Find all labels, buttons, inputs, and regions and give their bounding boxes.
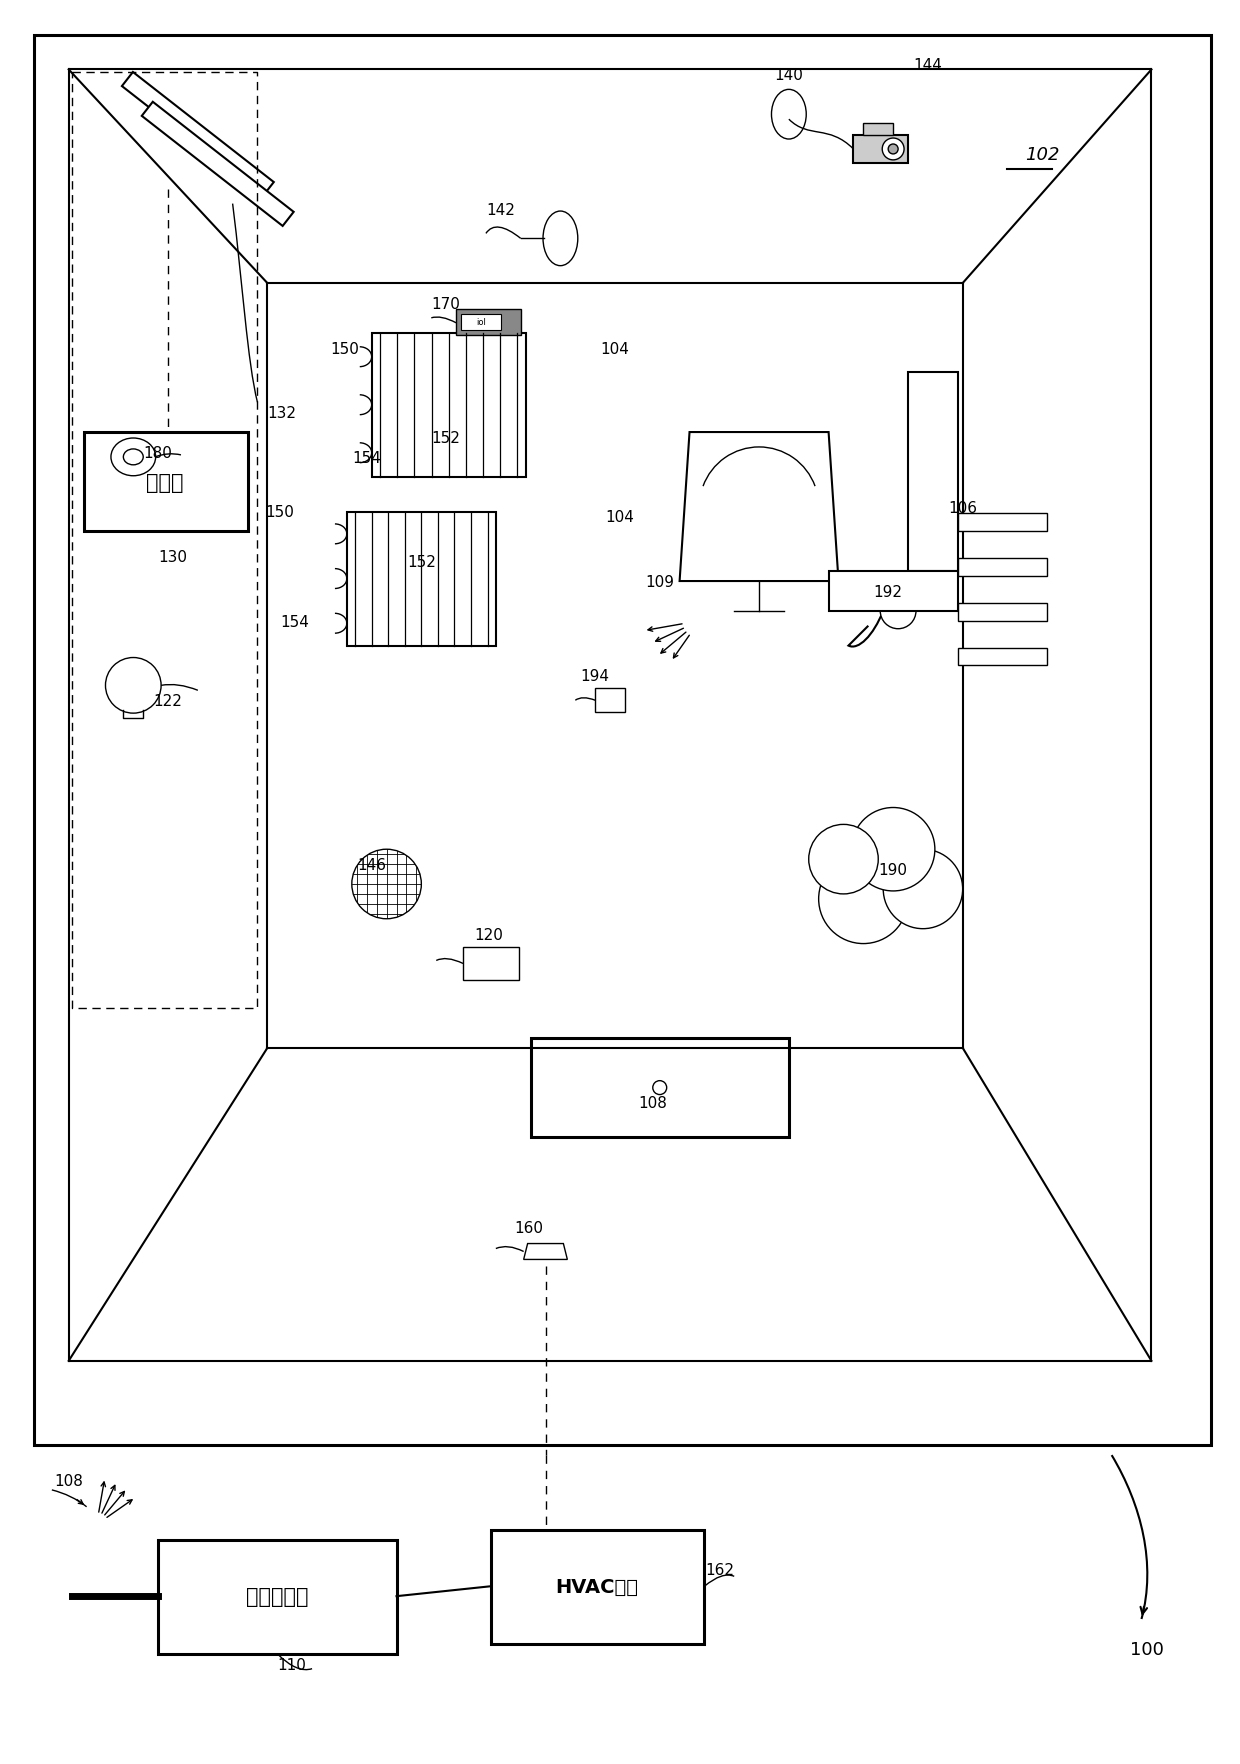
Text: HVAC系统: HVAC系统	[556, 1577, 639, 1596]
Text: 106: 106	[949, 501, 977, 515]
PathPatch shape	[848, 612, 883, 647]
Text: 150: 150	[330, 342, 358, 356]
Text: 170: 170	[432, 296, 460, 312]
Ellipse shape	[543, 212, 578, 266]
Text: 109: 109	[645, 575, 675, 589]
Bar	[957, 603, 1047, 621]
Bar	[863, 123, 893, 136]
Polygon shape	[523, 1244, 568, 1259]
Text: 190: 190	[879, 863, 908, 877]
Bar	[463, 947, 518, 981]
Text: 142: 142	[486, 203, 516, 217]
Bar	[957, 513, 1047, 533]
Bar	[957, 559, 1047, 577]
Text: 驱动器: 驱动器	[146, 473, 184, 492]
Circle shape	[818, 856, 908, 944]
Text: 110: 110	[278, 1656, 306, 1672]
Text: 130: 130	[159, 550, 187, 564]
Bar	[372, 333, 526, 478]
Text: 100: 100	[1130, 1641, 1163, 1658]
Text: 192: 192	[874, 584, 903, 600]
Polygon shape	[680, 432, 838, 582]
Bar	[159, 1540, 397, 1655]
Text: 154: 154	[352, 450, 382, 466]
Bar	[456, 310, 521, 335]
Text: 102: 102	[1025, 146, 1059, 164]
Text: 150: 150	[265, 505, 294, 520]
Text: 160: 160	[515, 1221, 543, 1235]
Bar	[595, 690, 625, 713]
Text: iol: iol	[476, 318, 486, 326]
Polygon shape	[141, 102, 294, 228]
Bar	[531, 1039, 789, 1138]
Text: 144: 144	[914, 58, 942, 74]
Bar	[347, 512, 496, 646]
Bar	[461, 314, 501, 330]
Text: 132: 132	[268, 406, 296, 422]
Text: 108: 108	[55, 1473, 83, 1489]
Text: 108: 108	[639, 1095, 667, 1111]
Text: 120: 120	[475, 928, 503, 942]
Text: 152: 152	[407, 556, 435, 570]
Bar	[33, 35, 1211, 1445]
Text: 162: 162	[704, 1563, 734, 1577]
Bar	[853, 136, 908, 164]
Text: 154: 154	[280, 614, 309, 630]
Circle shape	[352, 850, 422, 919]
Bar	[491, 1529, 704, 1644]
Bar	[83, 432, 248, 533]
Circle shape	[105, 658, 161, 714]
Circle shape	[852, 808, 935, 891]
Circle shape	[882, 139, 904, 161]
Bar	[828, 572, 957, 612]
Text: 194: 194	[580, 669, 610, 684]
Circle shape	[888, 145, 898, 155]
Text: 146: 146	[357, 857, 386, 873]
Text: 140: 140	[775, 69, 804, 83]
Circle shape	[880, 594, 916, 630]
Text: 系统控制器: 系统控制器	[246, 1586, 309, 1607]
Text: 104: 104	[600, 342, 630, 356]
Circle shape	[808, 826, 878, 894]
Text: 104: 104	[605, 510, 635, 526]
Text: 180: 180	[144, 446, 172, 460]
Text: 152: 152	[432, 430, 460, 446]
Polygon shape	[122, 72, 274, 198]
Text: 122: 122	[154, 693, 182, 709]
Bar	[957, 647, 1047, 667]
Circle shape	[883, 850, 962, 930]
Bar	[908, 374, 957, 572]
